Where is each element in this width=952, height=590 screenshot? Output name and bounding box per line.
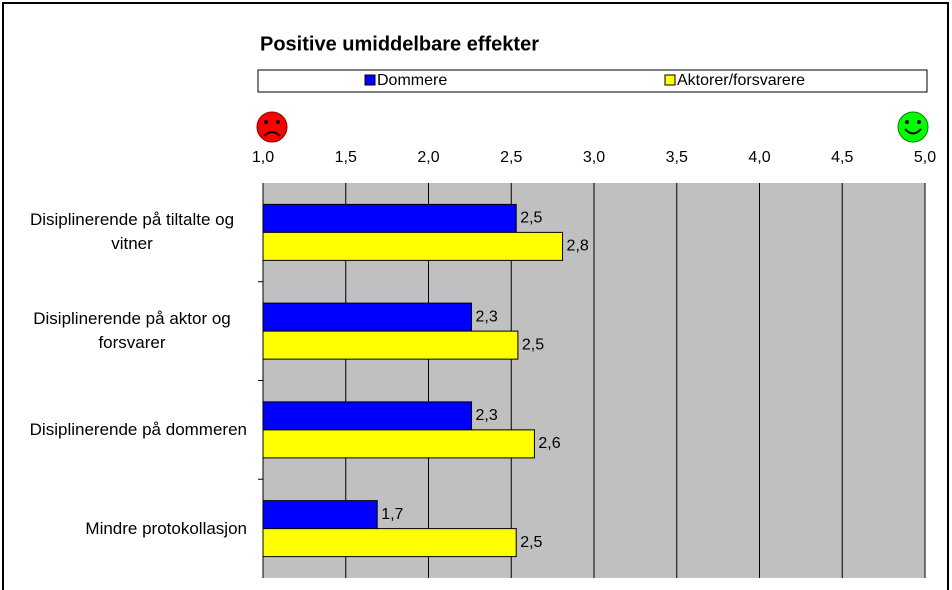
- category-label: Mindre protokollasjon: [17, 505, 247, 553]
- legend: [257, 69, 928, 93]
- x-tick-label: 3,0: [583, 149, 605, 166]
- bar: [262, 231, 564, 261]
- x-tick-label: 4,5: [831, 149, 853, 166]
- x-tick-label: 2,0: [417, 149, 439, 166]
- value-label: 2,8: [567, 238, 589, 255]
- x-tick-label: 3,5: [666, 149, 688, 166]
- category-label: Disiplinerende på aktor og forsvarer: [17, 307, 247, 355]
- bar: [262, 528, 517, 558]
- category-label: Disiplinerende på tiltalte og vitner: [17, 208, 247, 256]
- value-label: 2,3: [476, 407, 498, 424]
- category-text: Disiplinerende på dommeren: [29, 419, 247, 439]
- bar: [262, 203, 517, 233]
- legend-label: Dommere: [377, 72, 447, 89]
- value-label: 2,6: [538, 435, 560, 452]
- legend-label: Aktorer/forsvarere: [677, 72, 805, 89]
- legend-swatch: [664, 74, 676, 86]
- happy-face: [897, 111, 929, 143]
- x-tick-label: 5,0: [914, 149, 936, 166]
- value-label: 2,5: [522, 336, 544, 353]
- x-tick-label: 1,0: [252, 149, 274, 166]
- x-tick-label: 1,5: [335, 149, 357, 166]
- value-label: 2,3: [476, 308, 498, 325]
- sad-face: [256, 111, 288, 143]
- value-label: 2,5: [520, 210, 542, 227]
- category-label: Disiplinerende på dommeren: [17, 406, 247, 454]
- bar: [262, 401, 473, 431]
- bar: [262, 330, 519, 360]
- category-text: Disiplinerende på aktor og forsvarer: [33, 309, 231, 353]
- value-label: 2,5: [520, 534, 542, 551]
- chart-title: Positive umiddelbare effekter: [260, 33, 539, 55]
- legend-swatch: [364, 74, 376, 86]
- category-text: Mindre protokollasjon: [85, 518, 247, 538]
- bar: [262, 500, 378, 530]
- category-text: Disiplinerende på tiltalte og vitner: [29, 210, 235, 254]
- bar: [262, 302, 473, 332]
- x-tick-label: 2,5: [500, 149, 522, 166]
- value-label: 1,7: [381, 506, 403, 523]
- bar: [262, 429, 535, 459]
- x-tick-label: 4,0: [748, 149, 770, 166]
